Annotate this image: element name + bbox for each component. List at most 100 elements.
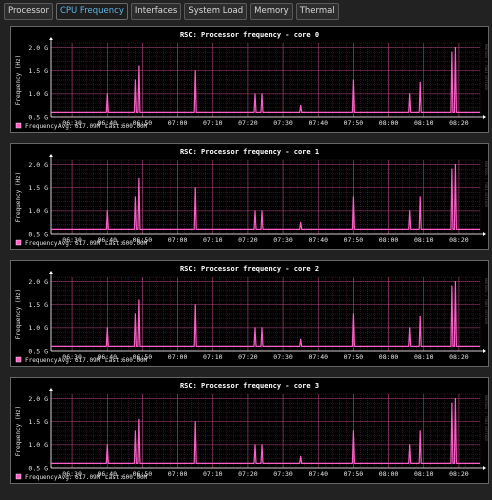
frequency-peak-point xyxy=(352,430,355,432)
legend-avg-label: Avg: xyxy=(58,357,72,364)
frequency-series-line xyxy=(51,398,480,464)
frequency-peak-point xyxy=(261,210,263,212)
x-axis-arrow xyxy=(483,466,486,470)
legend-avg-value: 617.09M xyxy=(75,123,101,130)
tab-processor[interactable]: Processor xyxy=(4,3,53,20)
frequency-peak-point xyxy=(134,79,136,81)
tab-thermal[interactable]: Thermal xyxy=(295,3,339,20)
x-tick-label: 06:40 xyxy=(97,470,117,478)
x-tick-label: 08:10 xyxy=(414,119,434,127)
x-tick-label: 07:00 xyxy=(168,236,188,244)
frequency-peak-point xyxy=(194,70,196,72)
x-tick-label: 08:20 xyxy=(449,470,469,478)
x-tick-label: 07:40 xyxy=(308,470,328,478)
x-tick-label: 07:20 xyxy=(238,353,258,361)
legend-avg-label: Avg: xyxy=(58,474,72,481)
frequency-peak-point xyxy=(254,210,256,212)
x-tick-label: 06:40 xyxy=(97,119,117,127)
x-tick-label: 07:00 xyxy=(168,119,188,127)
frequency-series-line xyxy=(51,47,480,113)
frequency-peak-point xyxy=(138,177,140,180)
x-tick-label: 07:40 xyxy=(308,236,328,244)
x-tick-label: 07:50 xyxy=(344,236,364,244)
frequency-peak-point xyxy=(138,65,140,67)
legend-avg-value: 617.09M xyxy=(75,474,101,481)
x-tick-label: 08:20 xyxy=(449,119,469,127)
x-tick-label: 08:00 xyxy=(379,353,399,361)
legend-last-value: 600.00M xyxy=(122,474,148,481)
tab-memory[interactable]: Memory xyxy=(250,3,293,20)
legend-series-name: Frequency xyxy=(25,474,58,481)
frequency-peak-point xyxy=(300,338,302,341)
x-tick-label: 06:30 xyxy=(62,119,82,127)
rrdtool-watermark: RRDTOOL / TOBI OETIKER xyxy=(484,278,488,325)
x-tick-label: 08:00 xyxy=(379,470,399,478)
y-tick-label: 0.5 G xyxy=(28,347,48,355)
rrdtool-watermark: RRDTOOL / TOBI OETIKER xyxy=(484,395,488,442)
frequency-peak-point xyxy=(194,421,196,423)
x-tick-label: 08:20 xyxy=(449,236,469,244)
frequency-peak-point xyxy=(419,81,421,83)
x-axis-arrow xyxy=(483,115,486,119)
frequency-peak-point xyxy=(451,168,453,170)
y-tick-label: 1.5 G xyxy=(28,301,48,309)
y-tick-label: 2.0 G xyxy=(28,278,48,286)
chart-panel-core-2: 06:30 06:40 06:50 07:00 07:10 07:20 07:30 07:40… xyxy=(10,260,489,367)
x-tick-label: 08:20 xyxy=(449,353,469,361)
chart-title: RSC: Processor frequency - core 1 xyxy=(180,148,319,156)
x-tick-label: 07:30 xyxy=(273,470,293,478)
frequency-peak-point xyxy=(409,444,411,446)
y-tick-label: 1.5 G xyxy=(28,67,48,75)
frequency-peak-point xyxy=(138,418,140,421)
frequency-peak-point xyxy=(254,444,256,446)
legend-swatch xyxy=(15,239,22,246)
x-axis-arrow xyxy=(483,349,486,353)
tab-system-load[interactable]: System Load xyxy=(184,3,248,20)
y-axis-arrow xyxy=(49,154,53,157)
y-axis-arrow xyxy=(49,388,53,391)
frequency-peak-point xyxy=(138,299,140,301)
tab-interfaces[interactable]: Interfaces xyxy=(130,3,182,20)
frequency-peak-point xyxy=(352,313,355,315)
x-tick-label: 06:40 xyxy=(97,353,117,361)
x-tick-label: 07:20 xyxy=(238,470,258,478)
frequency-peak-point xyxy=(409,93,411,95)
x-tick-label: 07:50 xyxy=(344,119,364,127)
x-tick-label: 07:30 xyxy=(273,119,293,127)
frequency-peak-point xyxy=(419,315,421,317)
frequency-peak-point xyxy=(106,93,108,95)
x-tick-label: 07:00 xyxy=(168,470,188,478)
legend-last-label: Last: xyxy=(105,474,123,481)
legend-series-name: Frequency xyxy=(25,123,58,130)
frequency-peak-point xyxy=(106,210,108,212)
frequency-peak-point xyxy=(300,221,302,224)
x-tick-label: 07:30 xyxy=(273,353,293,361)
frequency-series-line xyxy=(51,281,480,347)
frequency-peak-point xyxy=(451,285,453,287)
frequency-peak-point xyxy=(454,398,456,400)
rrdtool-watermark: RRDTOOL / TOBI OETIKER xyxy=(484,161,488,208)
x-tick-label: 07:10 xyxy=(203,470,223,478)
frequency-peak-point xyxy=(194,304,196,306)
x-tick-label: 07:10 xyxy=(203,236,223,244)
x-tick-label: 08:00 xyxy=(379,119,399,127)
rrdtool-watermark: RRDTOOL / TOBI OETIKER xyxy=(484,44,488,91)
frequency-peak-point xyxy=(451,51,453,53)
legend-last-label: Last: xyxy=(105,123,123,130)
chart-panel-core-1: 06:30 06:40 06:50 07:00 07:10 07:20 07:30 07:40… xyxy=(10,143,489,250)
y-tick-label: 2.0 G xyxy=(28,44,48,52)
x-tick-label: 06:50 xyxy=(133,470,153,478)
y-axis-label: Frequency (Hz) xyxy=(15,172,22,223)
x-tick-label: 07:10 xyxy=(203,353,223,361)
legend-last-value: 600.00M xyxy=(122,240,148,247)
x-tick-label: 06:30 xyxy=(62,353,82,361)
chart-title: RSC: Processor frequency - core 3 xyxy=(180,382,319,390)
frequency-peak-point xyxy=(261,327,263,329)
frequency-peak-point xyxy=(454,164,456,166)
x-axis-arrow xyxy=(483,232,486,236)
frequency-peak-point xyxy=(454,281,456,283)
x-tick-label: 08:00 xyxy=(379,236,399,244)
frequency-peak-point xyxy=(300,455,302,458)
frequency-peak-point xyxy=(409,327,411,329)
tab-cpu-frequency[interactable]: CPU Frequency xyxy=(55,3,128,20)
